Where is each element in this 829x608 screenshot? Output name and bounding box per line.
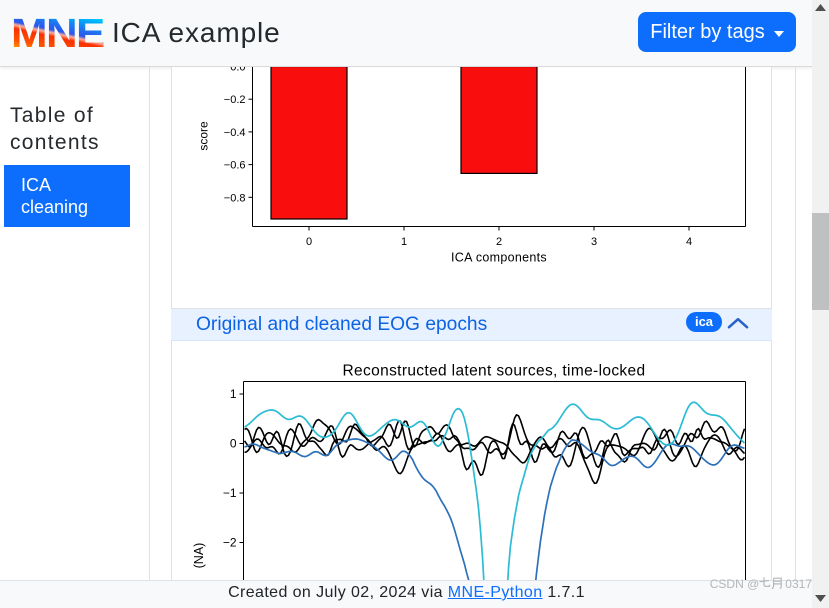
svg-text:0: 0 bbox=[306, 236, 312, 248]
svg-text:4: 4 bbox=[686, 236, 692, 248]
svg-text:0: 0 bbox=[230, 437, 237, 451]
svg-text:ICA components: ICA components bbox=[451, 251, 547, 265]
svg-text:2: 2 bbox=[496, 236, 502, 248]
svg-text:−2: −2 bbox=[223, 536, 237, 550]
svg-text:−0.6: −0.6 bbox=[224, 160, 246, 172]
svg-text:−0.8: −0.8 bbox=[224, 192, 246, 204]
svg-text:1: 1 bbox=[401, 236, 407, 248]
svg-text:3: 3 bbox=[591, 236, 597, 248]
svg-text:Reconstructed latent sources,: Reconstructed latent sources, time-locke… bbox=[343, 363, 646, 380]
svg-text:−0.4: −0.4 bbox=[224, 127, 246, 139]
svg-text:−0.2: −0.2 bbox=[224, 94, 246, 106]
svg-text:score: score bbox=[197, 121, 211, 151]
svg-text:0.0: 0.0 bbox=[230, 67, 245, 74]
svg-text:1: 1 bbox=[230, 387, 237, 401]
svg-text:(NA): (NA) bbox=[192, 543, 206, 569]
svg-text:−1: −1 bbox=[223, 486, 237, 500]
